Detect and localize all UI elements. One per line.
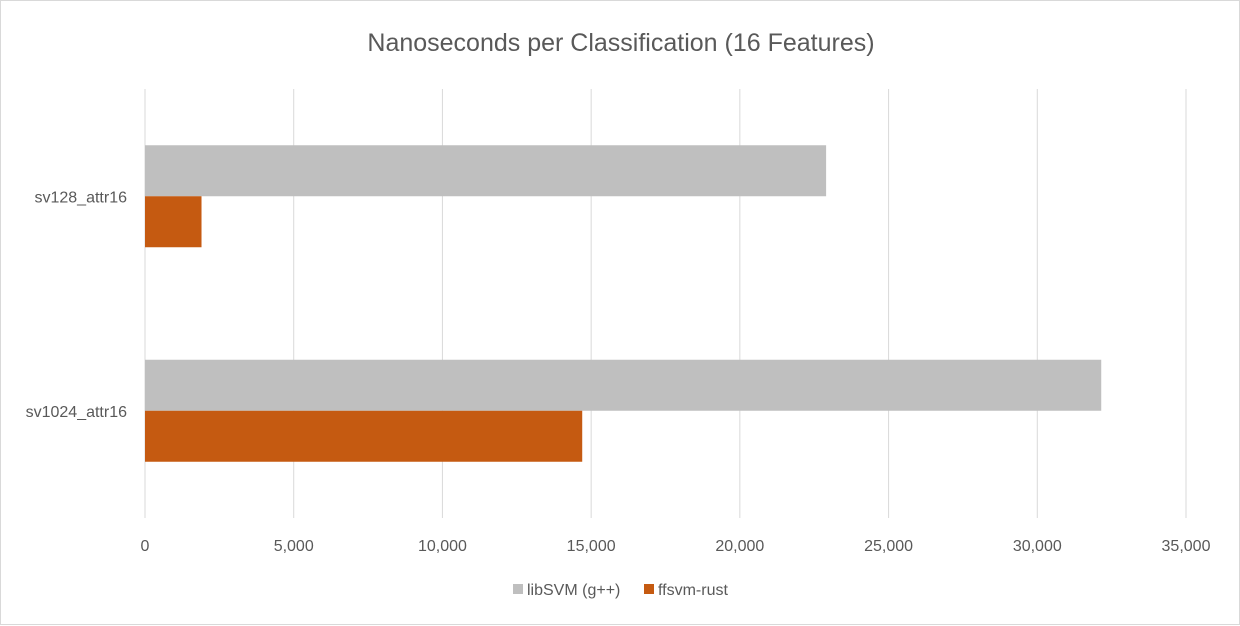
x-tick-labels: 0 5,000 10,000 15,000 20,000 25,000 30,000 35,0… [141, 538, 1211, 555]
bar-libsvm-g--sv1024_attr16 [145, 359, 1102, 411]
bar-ffsvm-rust-sv1024_attr16 [145, 410, 583, 462]
bars [145, 145, 1102, 462]
x-tick-label: 15,000 [567, 538, 616, 555]
bar-ffsvm-rust-sv128_attr16 [145, 196, 202, 248]
x-tick-label: 0 [141, 538, 150, 555]
y-tick-labels: sv128_attr16 sv1024_attr16 [26, 189, 128, 421]
legend: libSVM (g++) ffsvm-rust [513, 582, 728, 599]
x-tick-label: 35,000 [1162, 538, 1211, 555]
chart-title: Nanoseconds per Classification (16 Featu… [367, 29, 874, 57]
y-tick-label: sv128_attr16 [34, 189, 127, 206]
y-tick-label: sv1024_attr16 [26, 404, 128, 421]
x-tick-label: 10,000 [418, 538, 467, 555]
legend-label: libSVM (g++) [527, 582, 620, 599]
legend-swatch [644, 584, 654, 594]
x-tick-label: 5,000 [274, 538, 314, 555]
x-tick-label: 20,000 [715, 538, 764, 555]
x-tick-label: 25,000 [864, 538, 913, 555]
legend-label: ffsvm-rust [658, 582, 728, 599]
x-tick-label: 30,000 [1013, 538, 1062, 555]
legend-swatch [513, 584, 523, 594]
bar-libsvm-g--sv128_attr16 [145, 145, 827, 197]
